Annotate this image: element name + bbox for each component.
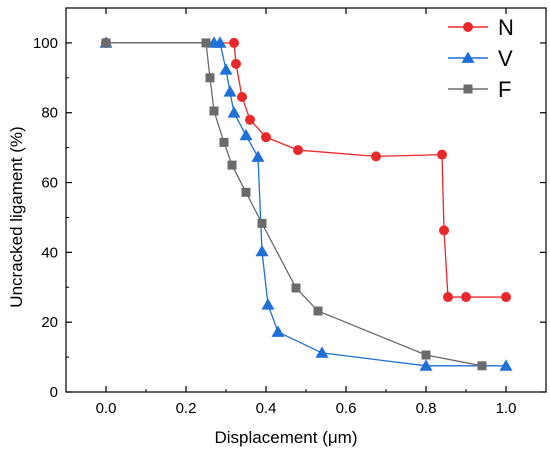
y-tick-label: 80 bbox=[41, 105, 58, 122]
series-line-V bbox=[106, 42, 506, 367]
y-tick-label: 0 bbox=[50, 384, 58, 401]
data-point bbox=[461, 292, 471, 303]
data-point bbox=[257, 218, 267, 228]
data-point bbox=[477, 361, 487, 371]
data-point bbox=[245, 114, 255, 125]
y-axis-title: Uncracked ligament (%) bbox=[7, 126, 26, 307]
axis-ticks: 0.0 0.2 0.4 0.6 0.8 1.0 0 20 40 60 80 100 bbox=[33, 8, 546, 417]
data-point bbox=[239, 128, 253, 141]
data-point bbox=[271, 325, 285, 337]
data-point bbox=[261, 298, 275, 310]
plot-border bbox=[65, 7, 547, 393]
data-point bbox=[315, 346, 329, 358]
data-point bbox=[213, 36, 227, 48]
legend-label-F: F bbox=[498, 77, 511, 102]
legend-marker-F bbox=[463, 84, 473, 94]
legend-label-V: V bbox=[498, 46, 513, 71]
data-point bbox=[229, 37, 239, 48]
data-point bbox=[261, 132, 271, 143]
data-point bbox=[255, 244, 269, 257]
x-tick-label: 0.6 bbox=[336, 400, 357, 417]
series-line-N bbox=[106, 42, 506, 298]
legend: NVF bbox=[448, 15, 514, 102]
data-point bbox=[313, 306, 323, 316]
series-V bbox=[99, 36, 513, 371]
data-point bbox=[227, 160, 237, 170]
x-tick-label: 0.4 bbox=[256, 400, 277, 417]
data-point bbox=[251, 150, 265, 162]
series-N bbox=[101, 37, 511, 303]
y-tick-label: 60 bbox=[41, 175, 58, 192]
data-point bbox=[437, 149, 447, 160]
data-point bbox=[371, 151, 381, 162]
data-point bbox=[291, 283, 301, 293]
x-tick-label: 0.8 bbox=[416, 400, 437, 417]
data-point bbox=[231, 58, 241, 69]
data-point bbox=[209, 106, 219, 116]
data-point bbox=[227, 106, 241, 118]
data-point bbox=[101, 38, 111, 48]
legend-marker-N bbox=[463, 22, 473, 32]
data-point bbox=[421, 350, 431, 360]
data-point bbox=[501, 292, 511, 303]
data-point bbox=[237, 92, 247, 103]
y-tick-label: 20 bbox=[41, 314, 58, 331]
x-tick-label: 0.2 bbox=[176, 400, 197, 417]
y-tick-label: 100 bbox=[33, 35, 58, 52]
data-point bbox=[201, 38, 211, 48]
data-point bbox=[443, 292, 453, 303]
x-axis-title: Displacement (μm) bbox=[215, 428, 358, 447]
data-point bbox=[293, 145, 303, 156]
y-tick-label: 40 bbox=[41, 244, 58, 261]
legend-label-N: N bbox=[498, 15, 514, 40]
data-point bbox=[219, 137, 229, 147]
data-point bbox=[499, 359, 513, 371]
data-point bbox=[205, 73, 215, 83]
series-layer bbox=[99, 36, 513, 371]
plot-frame bbox=[65, 7, 547, 393]
data-point bbox=[223, 85, 237, 97]
legend-marker-V bbox=[461, 51, 475, 63]
x-tick-label: 0.0 bbox=[96, 400, 117, 417]
data-point bbox=[219, 63, 233, 75]
series-line-F bbox=[106, 42, 483, 367]
data-point bbox=[419, 359, 433, 371]
series-F bbox=[101, 38, 487, 371]
data-point bbox=[241, 187, 251, 197]
data-point bbox=[439, 225, 449, 236]
x-tick-label: 1.0 bbox=[496, 400, 517, 417]
